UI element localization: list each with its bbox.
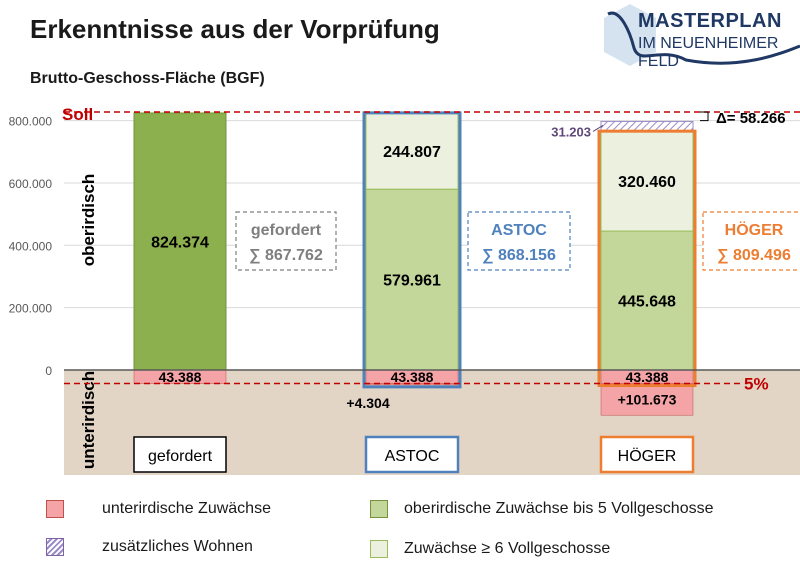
bar-upper — [365, 112, 459, 190]
five-percent-label: 5% — [744, 375, 769, 394]
bar-upper-label: 320.460 — [618, 174, 676, 191]
legend-swatch-vollgeschosse — [370, 540, 388, 558]
y-tick-label: 800.000 — [9, 115, 53, 129]
category-box — [599, 435, 695, 474]
sum-box — [467, 211, 571, 271]
masterplan-logo: MASTERPLAN IM NEUENHEIMER FELD — [590, 2, 800, 74]
axis-label-oberirdisch: oberirdisch — [79, 174, 98, 267]
bar-wohnen-leader — [592, 125, 604, 132]
sum-box — [235, 211, 337, 271]
y-tick-label: 200.000 — [9, 302, 53, 316]
bar-base-underground-label: 43.388 — [626, 369, 669, 385]
bar-overground-label: 824.374 — [151, 235, 209, 252]
legend-swatch-wohnen — [46, 538, 64, 556]
bar-base-underground-label: 43.388 — [391, 369, 434, 385]
bar-extra-underground-label: +4.304 — [346, 395, 389, 411]
sum-box-title: ASTOC — [491, 222, 547, 239]
bar-extra-underground — [600, 383, 694, 416]
y-tick-label: 600.000 — [9, 177, 53, 191]
category-label: gefordert — [148, 448, 213, 465]
logo-line2: IM NEUENHEIMER FELD — [638, 35, 779, 70]
logo-line1: MASTERPLAN — [638, 10, 782, 32]
category-label: HÖGER — [618, 447, 677, 465]
bar-overground-label: 579.961 — [383, 273, 441, 290]
legend-label-unterirdisch: unterirdische Zuwächse — [102, 500, 271, 517]
y-tick-label: 400.000 — [9, 239, 53, 253]
delta-label: Δ= 58.266 — [716, 110, 786, 127]
legend-label-vollgeschosse: Zuwächse ≥ 6 Vollgeschosse — [404, 540, 611, 557]
bar-base-underground-label: 43.388 — [159, 369, 202, 385]
bar-outline — [597, 129, 697, 388]
page-title: Erkenntnisse aus der Vorprüfung — [30, 14, 440, 44]
y-tick-label: 0 — [45, 364, 52, 378]
sum-box-value: ∑ 868.156 — [482, 247, 556, 264]
bar-upper-label: 244.807 — [383, 144, 441, 161]
bar-overground — [133, 112, 227, 371]
logo-hexagon-icon — [604, 4, 800, 66]
legend-label-oberirdisch: oberirdische Zuwächse bis 5 Vollgeschoss… — [404, 500, 714, 517]
category-label: ASTOC — [385, 448, 440, 465]
delta-bracket — [700, 111, 709, 122]
sum-box-value: ∑ 867.762 — [249, 247, 323, 264]
soll-label: Soll — [62, 105, 93, 124]
sum-box-title: gefordert — [251, 222, 322, 239]
sum-box-value: ∑ 809.496 — [717, 247, 791, 264]
axis-label-unterirdisch: unterirdisch — [79, 371, 98, 469]
sum-box-title: HÖGER — [725, 220, 784, 239]
category-box — [364, 435, 460, 474]
bar-outline — [362, 111, 462, 389]
bar-overground-label: 445.648 — [618, 294, 676, 311]
legend-label-wohnen: zusätzliches Wohnen — [102, 538, 253, 555]
legend-swatch-oberirdisch — [370, 500, 388, 518]
category-box — [133, 436, 227, 473]
bar-extra-underground-label: +101.673 — [618, 391, 677, 407]
bar-wohnen-label: 31.203 — [551, 124, 591, 139]
bar-overground — [600, 230, 694, 371]
legend-swatch-unterirdisch — [46, 500, 64, 518]
sum-box — [702, 211, 800, 271]
bar-upper — [600, 130, 694, 232]
chart-subtitle: Brutto-Geschoss-Fläche (BGF) — [30, 70, 265, 87]
bar-overground — [365, 188, 459, 371]
